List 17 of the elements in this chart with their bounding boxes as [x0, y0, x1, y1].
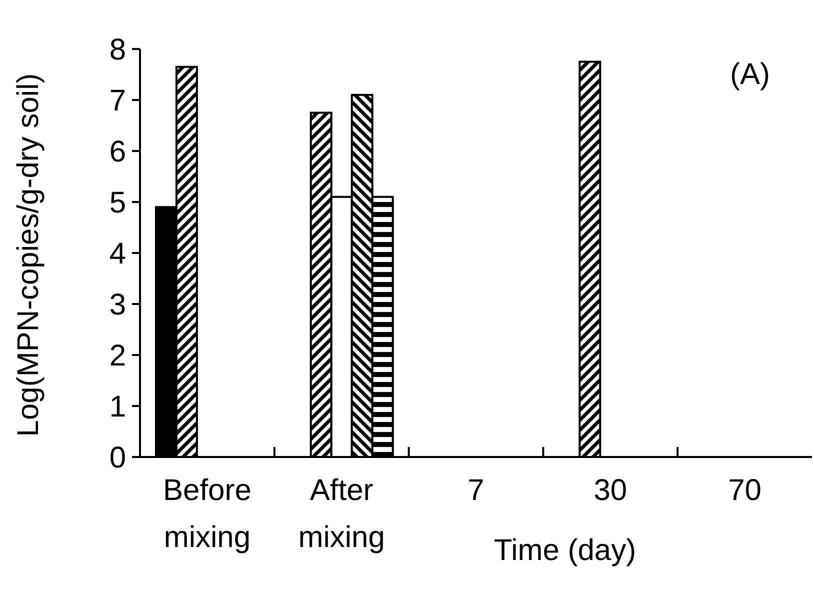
x-tick-label: 30 [594, 474, 628, 507]
annotation: (A) [730, 58, 770, 91]
x-axis-title: Time (day) [494, 534, 636, 567]
y-tick-label: 1 [109, 390, 126, 424]
y-tick-label: 5 [109, 186, 126, 220]
y-tick-label: 2 [109, 340, 126, 372]
y-axis-title: Log(MPN-copies/g-dry soil) [12, 73, 45, 437]
y-tick-label: 7 [109, 84, 126, 118]
y-tick-label: 6 [109, 136, 126, 168]
x-tick-label: 70 [728, 474, 762, 507]
x-tick-label: 7 [468, 474, 484, 507]
y-tick-label: 4 [109, 238, 126, 270]
x-tick-label: Before mixing [163, 474, 252, 554]
x-tick-label: After mixing [298, 474, 385, 554]
y-tick-label: 8 [109, 34, 126, 66]
y-tick-label: 3 [109, 288, 126, 322]
y-tick-label: 0 [109, 442, 126, 474]
